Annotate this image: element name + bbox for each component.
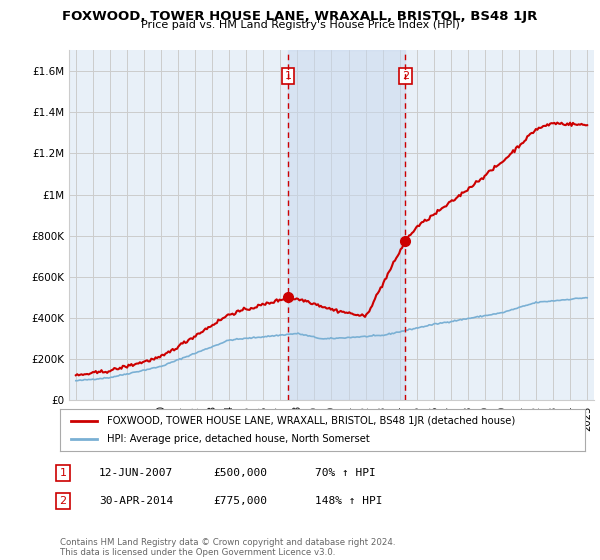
Text: 30-APR-2014: 30-APR-2014 — [99, 496, 173, 506]
Text: Contains HM Land Registry data © Crown copyright and database right 2024.
This d: Contains HM Land Registry data © Crown c… — [60, 538, 395, 557]
Text: 148% ↑ HPI: 148% ↑ HPI — [315, 496, 383, 506]
Text: 2: 2 — [402, 71, 409, 81]
Text: HPI: Average price, detached house, North Somerset: HPI: Average price, detached house, Nort… — [107, 434, 370, 444]
Text: FOXWOOD, TOWER HOUSE LANE, WRAXALL, BRISTOL, BS48 1JR (detached house): FOXWOOD, TOWER HOUSE LANE, WRAXALL, BRIS… — [107, 416, 515, 426]
Text: FOXWOOD, TOWER HOUSE LANE, WRAXALL, BRISTOL, BS48 1JR: FOXWOOD, TOWER HOUSE LANE, WRAXALL, BRIS… — [62, 10, 538, 23]
Text: 1: 1 — [284, 71, 292, 81]
Text: 12-JUN-2007: 12-JUN-2007 — [99, 468, 173, 478]
Bar — [288, 50, 406, 400]
Text: 70% ↑ HPI: 70% ↑ HPI — [315, 468, 376, 478]
Text: £500,000: £500,000 — [213, 468, 267, 478]
Text: 2: 2 — [59, 496, 67, 506]
Text: Price paid vs. HM Land Registry's House Price Index (HPI): Price paid vs. HM Land Registry's House … — [140, 20, 460, 30]
Text: £775,000: £775,000 — [213, 496, 267, 506]
Text: 1: 1 — [59, 468, 67, 478]
